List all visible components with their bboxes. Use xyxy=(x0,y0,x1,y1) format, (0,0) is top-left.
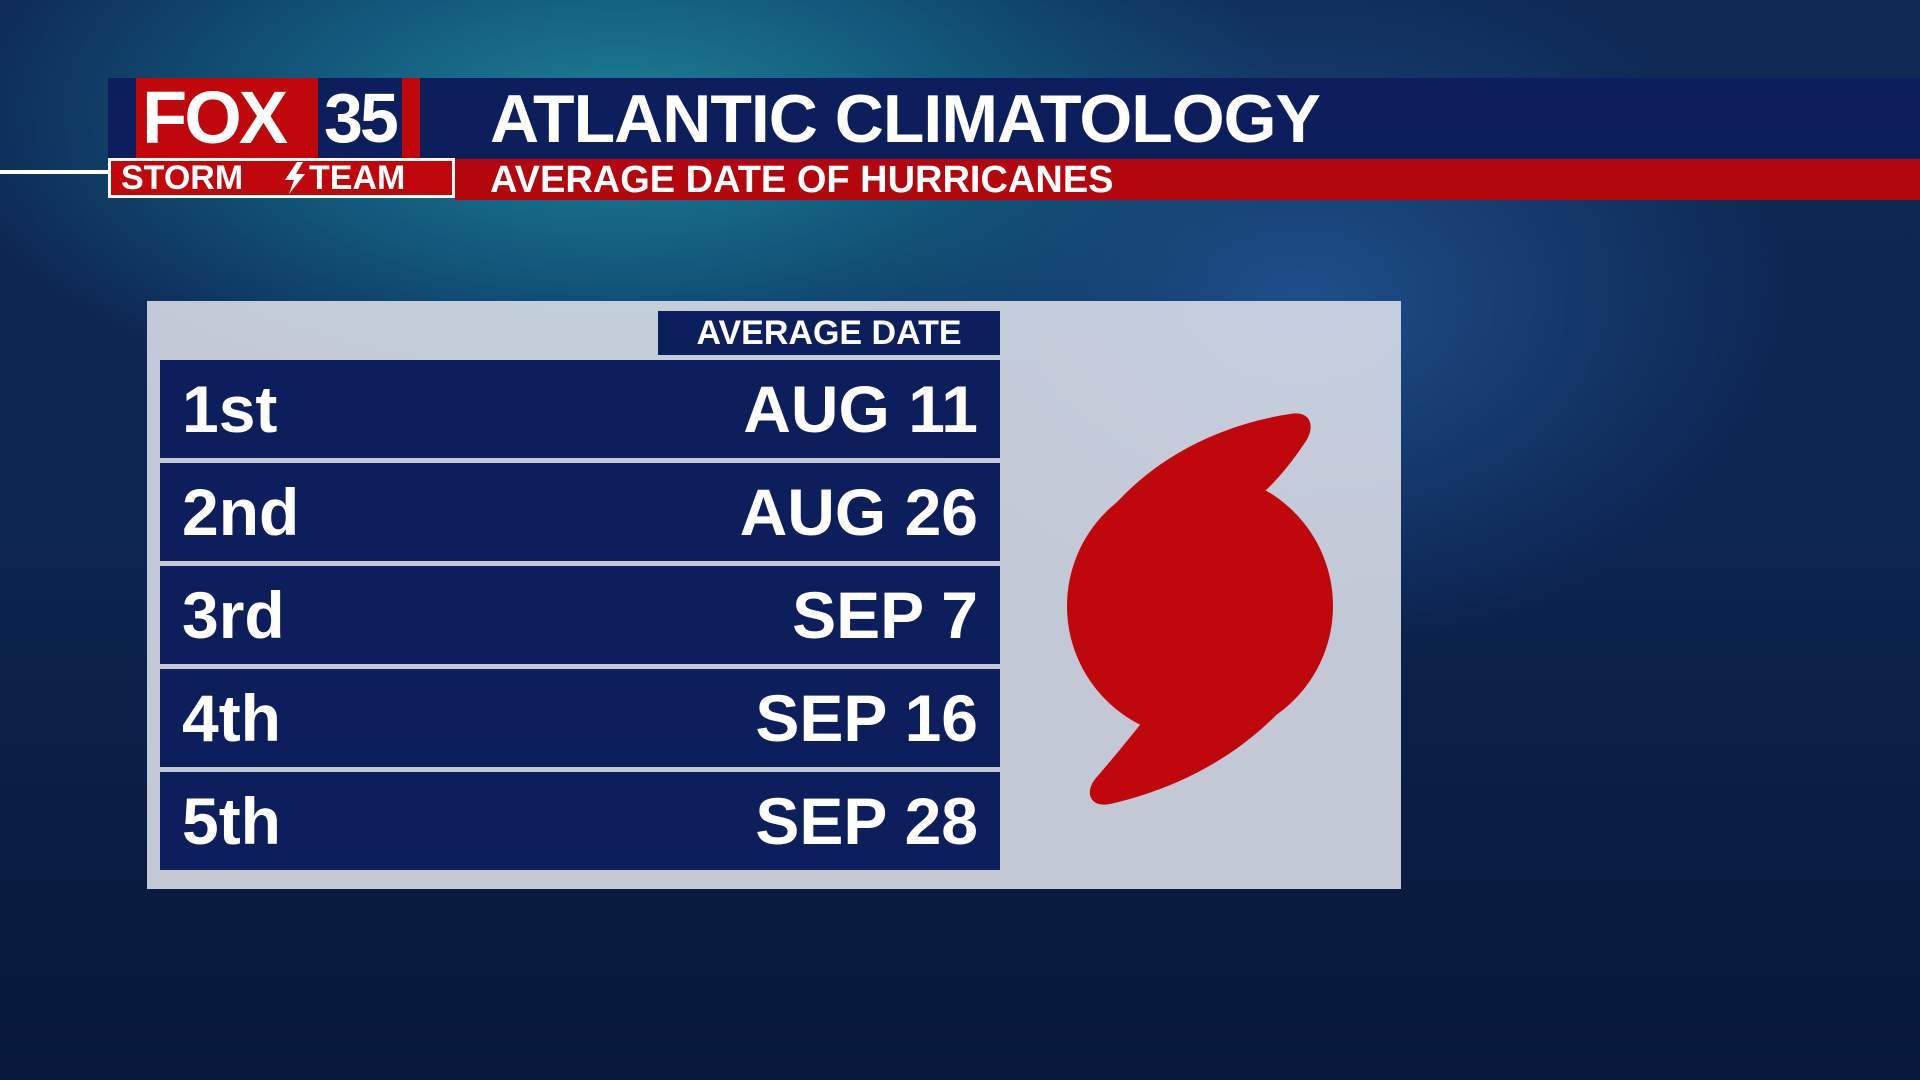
hurricane-rank: 4th xyxy=(182,681,281,755)
table-row: 4th SEP 16 xyxy=(160,669,1000,767)
logo-brand: FOX xyxy=(142,76,288,159)
logo-team-left: STORM xyxy=(121,159,244,197)
subheader-bar xyxy=(455,159,1920,200)
hurricane-icon xyxy=(1067,413,1333,805)
table-row: 5th SEP 28 xyxy=(160,772,1000,870)
hurricane-rank: 3rd xyxy=(182,578,285,652)
table-row: 1st AUG 11 xyxy=(160,360,1000,458)
title: ATLANTIC CLIMATOLOGY xyxy=(490,81,1321,157)
average-date: AUG 26 xyxy=(739,475,978,549)
average-date: AUG 11 xyxy=(743,372,978,446)
average-date: SEP 28 xyxy=(755,784,978,858)
average-date: SEP 16 xyxy=(755,681,978,755)
average-date: SEP 7 xyxy=(792,578,978,652)
hurricane-rank: 2nd xyxy=(182,475,300,549)
hurricane-rank: 1st xyxy=(182,372,278,446)
table-row: 2nd AUG 26 xyxy=(160,463,1000,561)
logo-top: FOX 35 xyxy=(136,78,420,158)
hurricane-rank: 5th xyxy=(182,784,281,858)
header-line xyxy=(0,170,108,174)
subtitle: AVERAGE DATE OF HURRICANES xyxy=(490,159,1114,201)
table-row: 3rd SEP 7 xyxy=(160,566,1000,664)
logo-channel: 35 xyxy=(318,78,402,158)
column-header: AVERAGE DATE xyxy=(658,311,1000,355)
logo-bottom: STORM TEAM xyxy=(108,158,455,198)
bolt-icon xyxy=(285,162,305,194)
logo-team-right: TEAM xyxy=(309,159,406,197)
